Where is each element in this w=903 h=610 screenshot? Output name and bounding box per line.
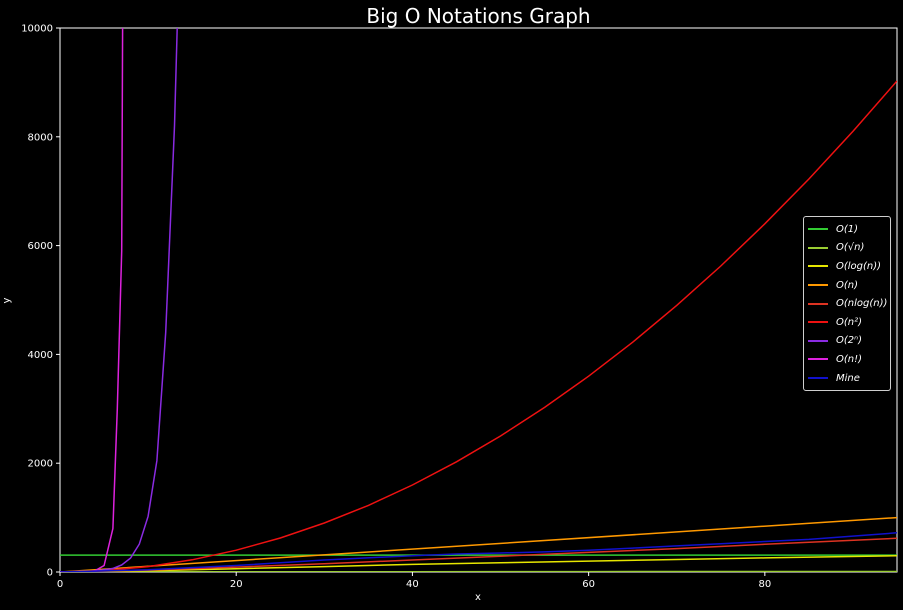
x-tick-label: 80 — [758, 579, 771, 590]
x-axis: 0 20 40 60 80 — [57, 572, 771, 590]
y-tick-label: 4000 — [28, 350, 53, 361]
legend-label: O(n!) — [836, 353, 863, 365]
plot-area — [59, 27, 898, 573]
legend-swatch — [808, 302, 828, 305]
y-tick-label: 6000 — [28, 241, 53, 252]
legend-label: O(n) — [836, 279, 859, 291]
legend-entry: O(n²) — [808, 313, 886, 332]
y-tick-label: 8000 — [28, 132, 53, 143]
series-line-8 — [60, 532, 897, 572]
legend-swatch — [808, 228, 828, 231]
legend-entry: O(n) — [808, 276, 886, 295]
legend-label: O(√n) — [836, 242, 865, 254]
legend-label: O(2ⁿ) — [836, 335, 863, 347]
legend-entry: Mine — [808, 369, 886, 388]
x-tick-label: 40 — [406, 579, 419, 590]
x-tick-label: 20 — [230, 579, 243, 590]
legend-label: O(n²) — [836, 316, 863, 328]
series-line-4 — [60, 537, 897, 572]
y-tick-label: 2000 — [28, 459, 53, 470]
legend-swatch — [808, 339, 828, 342]
y-axis-label: y — [1, 297, 13, 304]
legend-swatch — [808, 377, 828, 380]
legend-swatch — [808, 284, 828, 287]
y-axis: 0 2000 4000 6000 8000 10000 — [21, 24, 60, 579]
legend-swatch — [808, 246, 828, 249]
legend-label: O(1) — [836, 223, 859, 235]
legend-entry: O(1) — [808, 220, 886, 239]
legend-swatch — [808, 358, 828, 361]
series-line-1 — [60, 570, 897, 572]
legend-entry: O(log(n)) — [808, 257, 886, 276]
y-tick-label: 10000 — [21, 24, 53, 35]
chart-title: Big O Notations Graph — [366, 4, 591, 28]
y-tick-label: 0 — [47, 568, 53, 579]
series-layer — [60, 28, 897, 572]
legend-entry: O(n!) — [808, 350, 886, 369]
plot-frame — [59, 27, 898, 573]
legend-label: Mine — [836, 372, 860, 384]
x-axis-label: x — [475, 592, 481, 603]
legend-label: O(log(n)) — [836, 260, 882, 272]
series-line-3 — [60, 516, 897, 572]
series-line-5 — [60, 80, 897, 572]
legend-swatch — [808, 265, 828, 268]
legend-entry: O(nlog(n)) — [808, 294, 888, 313]
series-line-6 — [60, 28, 178, 572]
x-tick-label: 0 — [57, 579, 63, 590]
x-tick-label: 60 — [582, 579, 595, 590]
legend-label: O(nlog(n)) — [836, 298, 888, 310]
legend-swatch — [808, 321, 828, 324]
series-line-2 — [60, 554, 897, 572]
legend-entry: O(√n) — [808, 239, 886, 258]
legend-entry: O(2ⁿ) — [808, 332, 886, 351]
chart-legend: O(1) O(√n) O(log(n)) O(n) O(nlog(n)) O(n²) O(2… — [803, 216, 891, 392]
